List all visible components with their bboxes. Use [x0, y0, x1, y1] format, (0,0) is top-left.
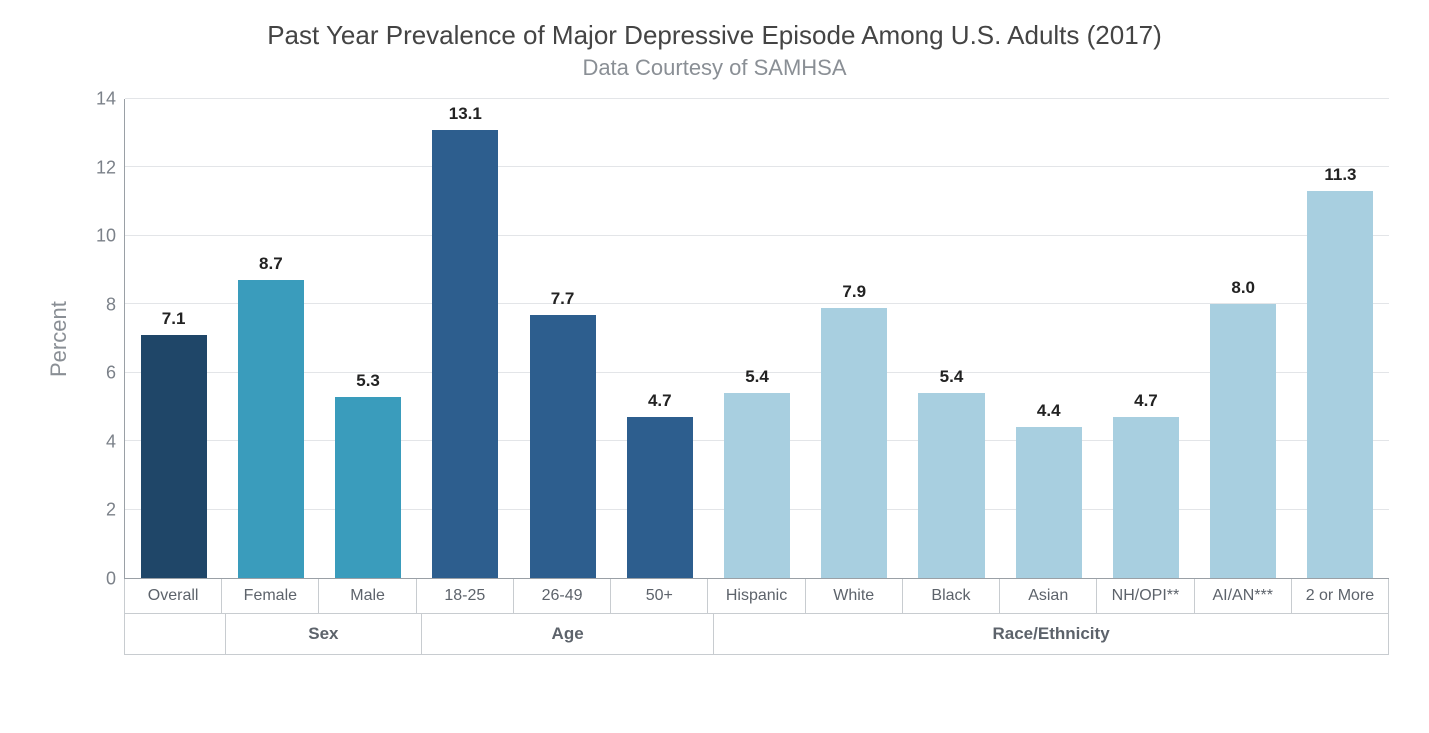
x-group-row: SexAgeRace/Ethnicity	[125, 613, 1388, 654]
bar-cell: 11.3	[1292, 99, 1389, 578]
y-tick: 14	[96, 89, 116, 110]
x-category-label: AI/AN***	[1195, 579, 1292, 613]
x-group-label	[125, 613, 226, 654]
chart-subtitle: Data Courtesy of SAMHSA	[40, 55, 1389, 81]
bar: 13.1	[432, 130, 498, 578]
bar-value-label: 4.7	[648, 391, 672, 411]
bar-value-label: 7.9	[842, 282, 866, 302]
x-group-label: Sex	[226, 613, 422, 654]
bar-cell: 7.1	[125, 99, 222, 578]
x-category-label: Asian	[1000, 579, 1097, 613]
y-tick: 6	[106, 363, 116, 384]
y-tick: 4	[106, 431, 116, 452]
plot-row: Percent 02468101214 7.18.75.313.17.74.75…	[40, 99, 1389, 579]
yaxis-spacer	[78, 579, 124, 655]
x-group-label: Age	[422, 613, 714, 654]
y-tick: 2	[106, 500, 116, 521]
x-category-label: White	[806, 579, 903, 613]
bar-cell: 8.0	[1195, 99, 1292, 578]
x-category-label: Black	[903, 579, 1000, 613]
bar-value-label: 5.3	[356, 371, 380, 391]
bars-container: 7.1 8.7 5.3 13.1 7.7 4.7 5.4 7.9 5.4 4.4 4.7 8.0 11.…	[125, 99, 1389, 578]
x-axis-row: . OverallFemaleMale18-2526-4950+Hispanic…	[40, 579, 1389, 655]
y-tick: 8	[106, 294, 116, 315]
bar: 5.4	[724, 393, 790, 578]
bar-cell: 4.7	[611, 99, 708, 578]
x-category-label: Overall	[125, 579, 222, 613]
bar: 7.1	[141, 335, 207, 578]
y-tick: 12	[96, 157, 116, 178]
bar: 4.7	[1113, 417, 1179, 578]
bar-cell: 8.7	[222, 99, 319, 578]
bar: 8.0	[1210, 304, 1276, 578]
bar-value-label: 7.7	[551, 289, 575, 309]
y-axis-label: Percent	[40, 99, 78, 579]
x-category-label: NH/OPI**	[1097, 579, 1194, 613]
bar: 8.7	[238, 280, 304, 578]
y-tick: 10	[96, 226, 116, 247]
bar-cell: 5.3	[319, 99, 416, 578]
x-axis-inner: OverallFemaleMale18-2526-4950+HispanicWh…	[124, 579, 1389, 655]
chart-title: Past Year Prevalence of Major Depressive…	[40, 20, 1389, 51]
bar-cell: 13.1	[417, 99, 514, 578]
bar-value-label: 5.4	[745, 367, 769, 387]
plot-area: 7.1 8.7 5.3 13.1 7.7 4.7 5.4 7.9 5.4 4.4 4.7 8.0 11.…	[124, 99, 1389, 579]
x-category-label: Female	[222, 579, 319, 613]
bar-value-label: 7.1	[162, 309, 186, 329]
bar-cell: 5.4	[708, 99, 805, 578]
bar-cell: 4.7	[1097, 99, 1194, 578]
y-axis: 02468101214	[78, 99, 124, 579]
bar-value-label: 5.4	[940, 367, 964, 387]
prevalence-chart: Past Year Prevalence of Major Depressive…	[40, 20, 1389, 655]
bar-cell: 4.4	[1000, 99, 1097, 578]
bar-cell: 7.7	[514, 99, 611, 578]
x-category-label: Male	[319, 579, 416, 613]
bar-value-label: 4.7	[1134, 391, 1158, 411]
bar-value-label: 11.3	[1324, 165, 1356, 185]
bar-value-label: 13.1	[449, 104, 482, 124]
bar-cell: 7.9	[806, 99, 903, 578]
bar: 5.4	[918, 393, 984, 578]
bar-value-label: 8.7	[259, 254, 283, 274]
x-group-label: Race/Ethnicity	[714, 613, 1388, 654]
bar: 7.7	[530, 315, 596, 578]
bar: 4.7	[627, 417, 693, 578]
x-category-row: OverallFemaleMale18-2526-4950+HispanicWh…	[125, 579, 1388, 613]
x-axis: OverallFemaleMale18-2526-4950+HispanicWh…	[124, 579, 1389, 655]
bar: 11.3	[1307, 191, 1373, 578]
x-category-label: Hispanic	[708, 579, 805, 613]
bar: 4.4	[1016, 427, 1082, 578]
bar: 5.3	[335, 397, 401, 578]
bar-cell: 5.4	[903, 99, 1000, 578]
y-tick: 0	[106, 569, 116, 590]
x-category-label: 18-25	[417, 579, 514, 613]
bar: 7.9	[821, 308, 887, 578]
x-category-label: 50+	[611, 579, 708, 613]
bar-value-label: 8.0	[1231, 278, 1255, 298]
x-category-label: 2 or More	[1292, 579, 1388, 613]
bar-value-label: 4.4	[1037, 401, 1061, 421]
x-category-label: 26-49	[514, 579, 611, 613]
